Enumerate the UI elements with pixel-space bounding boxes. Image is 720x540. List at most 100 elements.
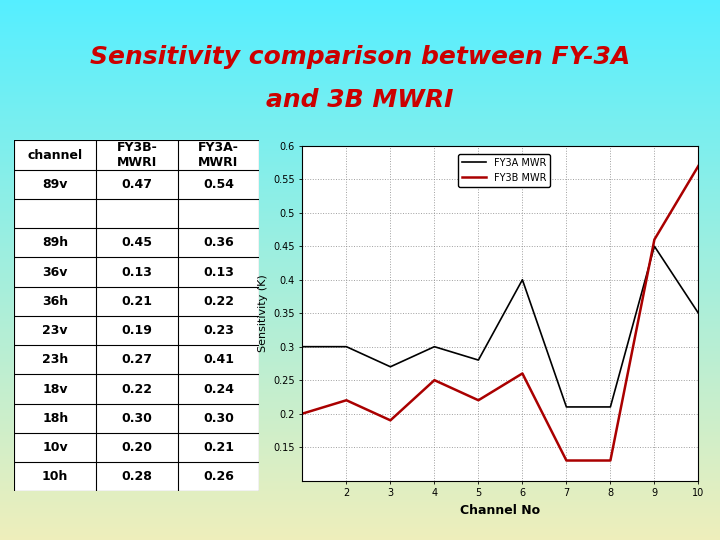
Bar [0,516,720,518]
Bar [0,267,720,270]
Bar [0,354,720,356]
FY3A MWR [562,404,571,410]
Bar [0,394,720,397]
Bar [0,138,720,140]
Bar [0,5,720,8]
Bar [0,157,720,159]
Bar [0,238,720,240]
Bar [0,432,720,435]
Bar [0,302,720,305]
Bar [0,100,720,103]
Bar [0,324,720,327]
Bar [0,38,720,40]
FY3B MWR [342,397,351,403]
Bar [0,62,720,65]
Bar [0,427,720,429]
Bar [0,256,720,259]
Bar [0,472,720,475]
Bar [0,340,720,343]
FY3B MWR [430,377,438,383]
FY3A MWR [606,404,615,410]
Bar [0,97,720,100]
Text: 89h: 89h [42,237,68,249]
FY3B MWR [298,410,307,417]
Bar [0,362,720,364]
Bar [0,435,720,437]
Bar [0,521,720,524]
Bar [0,502,720,505]
Bar [0,81,720,84]
Bar [0,448,720,451]
Bar [0,478,720,481]
Bar [0,294,720,297]
Bar [0,329,720,332]
Bar [0,418,720,421]
Bar [0,162,720,165]
Bar [0,397,720,400]
Bar [0,35,720,38]
Text: 18h: 18h [42,412,68,425]
Text: FY3A-
MWRI: FY3A- MWRI [198,141,239,169]
FY3B MWR [474,397,482,403]
Bar [0,526,720,529]
Bar [0,73,720,76]
Bar [0,367,720,370]
Bar [0,27,720,30]
Bar [0,289,720,292]
Bar [0,165,720,167]
Bar [0,378,720,381]
Bar [0,278,720,281]
Bar [0,494,720,497]
FY3A MWR [650,243,659,249]
FY3A MWR [386,363,395,370]
Bar [0,251,720,254]
Text: 36h: 36h [42,295,68,308]
Text: 0.26: 0.26 [203,470,234,483]
Bar [0,321,720,324]
Bar [0,464,720,467]
Bar [0,389,720,392]
FY3A MWR [518,276,527,283]
Bar [0,246,720,248]
Bar [0,470,720,472]
Bar [0,224,720,227]
FY3A MWR [430,343,438,350]
Text: 10h: 10h [42,470,68,483]
Bar [0,240,720,243]
Bar [0,327,720,329]
Text: 0.30: 0.30 [122,412,152,425]
Bar [0,243,720,246]
Bar [0,189,720,192]
Bar [0,456,720,459]
Bar [0,343,720,346]
Bar [0,92,720,94]
Bar [0,181,720,184]
Bar [0,186,720,189]
Bar [0,127,720,130]
Bar [0,292,720,294]
Text: 23h: 23h [42,353,68,366]
Bar [0,467,720,470]
Text: 0.30: 0.30 [203,412,234,425]
Text: 0.20: 0.20 [121,441,153,454]
Bar [0,221,720,224]
Bar [0,486,720,489]
Bar [0,440,720,443]
Bar [0,284,720,286]
Text: Sensitivity comparison between FY-3A: Sensitivity comparison between FY-3A [90,45,630,69]
Bar [0,410,720,413]
Text: 0.36: 0.36 [203,237,234,249]
Bar [0,408,720,410]
Bar [0,529,720,532]
Bar [0,254,720,256]
Bar [0,65,720,68]
Bar [0,437,720,440]
Bar [0,68,720,70]
FY3B MWR [386,417,395,423]
Text: 23v: 23v [42,324,68,337]
Y-axis label: Sensitivity (K): Sensitivity (K) [258,274,268,352]
Bar [0,451,720,454]
Bar [0,319,720,321]
Bar [0,0,720,3]
FY3B MWR [562,457,571,464]
